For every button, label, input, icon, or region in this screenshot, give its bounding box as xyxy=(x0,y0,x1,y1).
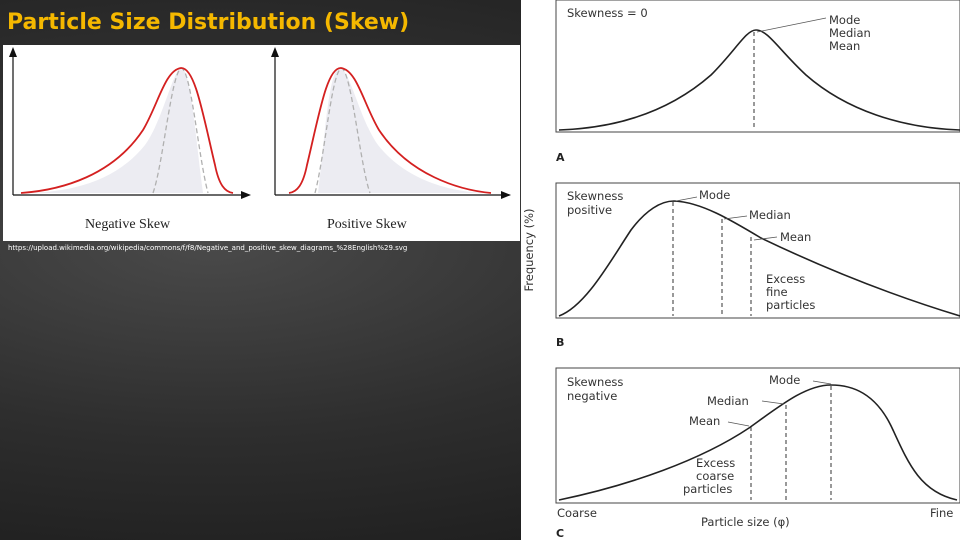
panel-b-median-label: Median xyxy=(749,208,791,222)
panel-c-letter: C xyxy=(556,527,564,540)
panel-b-excess-line1: Excess xyxy=(766,272,805,286)
panel-b-skewness-line1: Skewness xyxy=(567,189,623,203)
panel-c-mean-leader xyxy=(727,421,750,427)
slide-title: Particle Size Distribution (Skew) xyxy=(7,10,410,35)
panel-b-skewness-line2: positive xyxy=(567,203,612,217)
positive-x-arrow xyxy=(501,191,511,199)
x-axis-fine-label: Fine xyxy=(930,506,953,520)
negative-skew-chart xyxy=(9,47,251,199)
panel-c-excess-line1: Excess xyxy=(696,456,735,470)
panel-c-excess-line2: coarse xyxy=(696,469,734,483)
panel-c-median-leader xyxy=(761,400,785,405)
skew-diagram-image: Negative Skew Positive Skew xyxy=(3,45,520,241)
panel-c-excess-line3: particles xyxy=(683,482,732,496)
panel-a-skewness-text: Skewness = 0 xyxy=(567,6,648,20)
skewness-panels-graphic: Frequency (%) Skewness = 0 Mode Median M… xyxy=(522,0,960,540)
positive-normal-fill xyxy=(318,68,491,193)
frequency-axis-label: Frequency (%) xyxy=(522,209,536,292)
positive-skew-chart xyxy=(271,47,511,199)
panel-c-median-label: Median xyxy=(707,394,749,408)
negative-x-arrow xyxy=(241,191,251,199)
panel-a-median-label: Median xyxy=(829,26,871,40)
skew-diagram-graphic xyxy=(9,47,511,199)
panel-a: Skewness = 0 Mode Median Mean A xyxy=(555,0,960,164)
panel-c-mode-label: Mode xyxy=(769,373,800,387)
panel-a-mean-label: Mean xyxy=(829,39,860,53)
panel-b-letter: B xyxy=(556,336,564,349)
x-axis-label: Particle size (φ) xyxy=(701,515,790,529)
panel-b: Skewness positive Mode Median Mean Exces… xyxy=(555,182,960,349)
panel-c-mode-leader xyxy=(812,380,832,385)
x-axis-coarse-label: Coarse xyxy=(557,506,597,520)
panel-b-excess-line2: fine xyxy=(766,285,788,299)
panel-b-mean-leader xyxy=(753,236,778,241)
panel-a-curve xyxy=(558,29,960,131)
negative-skew-label: Negative Skew xyxy=(85,217,171,232)
negative-y-arrow xyxy=(9,47,17,57)
source-url: https://upload.wikimedia.org/wikipedia/c… xyxy=(8,244,408,252)
panel-b-excess-line3: particles xyxy=(766,298,815,312)
panel-b-mean-label: Mean xyxy=(780,230,811,244)
panel-c-frame xyxy=(555,367,960,504)
panel-c-mean-label: Mean xyxy=(689,414,720,428)
sediment-skewness-figure: Frequency (%) Skewness = 0 Mode Median M… xyxy=(521,0,960,540)
panel-c-skewness-line2: negative xyxy=(567,389,617,403)
positive-skew-curve xyxy=(288,67,492,194)
negative-normal-fill xyxy=(21,68,203,193)
panel-a-mode-label: Mode xyxy=(829,13,860,27)
panel-b-curve xyxy=(558,200,960,317)
panel-b-frame xyxy=(555,182,960,319)
panel-b-median-leader xyxy=(723,215,748,220)
panel-c: Skewness negative Mode Median Mean Exces… xyxy=(555,367,960,540)
negative-skew-curve xyxy=(20,67,234,194)
panel-c-curve xyxy=(558,384,958,501)
panel-c-skewness-line1: Skewness xyxy=(567,375,623,389)
positive-y-arrow xyxy=(271,47,279,57)
panel-a-frame xyxy=(555,0,960,133)
panel-b-mode-leader xyxy=(675,196,698,202)
panel-a-letter: A xyxy=(556,151,565,164)
positive-skew-label: Positive Skew xyxy=(327,217,407,232)
panel-b-mode-label: Mode xyxy=(699,188,730,202)
panel-a-leader xyxy=(756,17,827,33)
